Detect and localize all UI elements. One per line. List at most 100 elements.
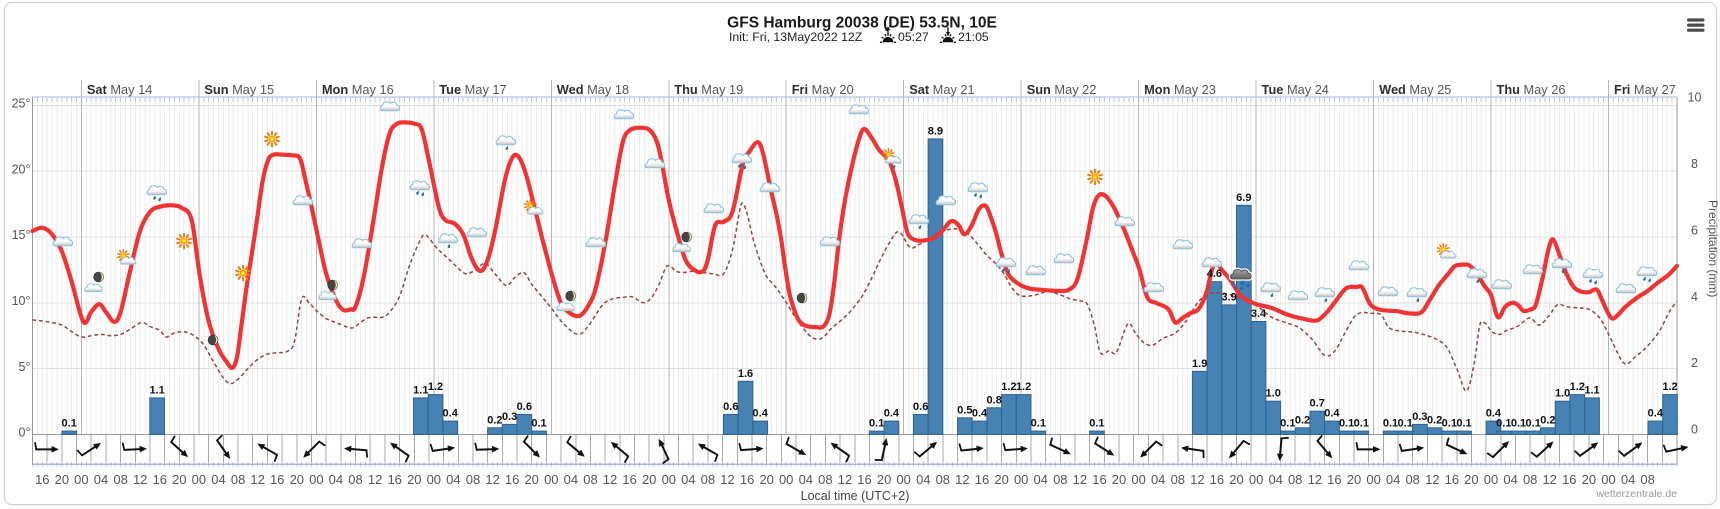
svg-text:0.4: 0.4 <box>443 408 459 420</box>
svg-text:08: 08 <box>818 472 832 487</box>
svg-text:08: 08 <box>701 472 715 487</box>
svg-text:0.8: 0.8 <box>987 394 1002 406</box>
svg-text:Sun May 22: Sun May 22 <box>1027 82 1097 97</box>
svg-text:0.5: 0.5 <box>957 404 972 416</box>
svg-text:20: 20 <box>524 472 538 487</box>
svg-text:12: 12 <box>1542 472 1556 487</box>
svg-text:1.1: 1.1 <box>1584 384 1599 396</box>
svg-text:00: 00 <box>544 472 558 487</box>
svg-text:0.6: 0.6 <box>723 401 738 413</box>
svg-text:08: 08 <box>1405 472 1419 487</box>
svg-text:16: 16 <box>505 472 519 487</box>
svg-text:0.1: 0.1 <box>869 418 884 430</box>
svg-text:20: 20 <box>877 472 891 487</box>
svg-text:1.2: 1.2 <box>428 381 443 393</box>
svg-text:0.6: 0.6 <box>517 401 532 413</box>
svg-text:0.1: 0.1 <box>1456 418 1471 430</box>
svg-text:08: 08 <box>466 472 480 487</box>
svg-text:00: 00 <box>309 472 323 487</box>
svg-text:8.9: 8.9 <box>928 125 943 137</box>
svg-text:Mon May 23: Mon May 23 <box>1144 82 1216 97</box>
svg-text:00: 00 <box>1366 472 1380 487</box>
svg-text:4: 4 <box>1691 290 1698 304</box>
svg-text:1.1: 1.1 <box>149 384 164 396</box>
svg-text:16: 16 <box>153 472 167 487</box>
svg-text:05:27: 05:27 <box>898 30 929 44</box>
svg-text:1.9: 1.9 <box>1192 358 1207 370</box>
svg-text:6.9: 6.9 <box>1236 192 1251 204</box>
svg-text:00: 00 <box>779 472 793 487</box>
svg-text:20: 20 <box>172 472 186 487</box>
svg-text:20: 20 <box>642 472 656 487</box>
svg-text:Thu May 19: Thu May 19 <box>674 82 743 97</box>
svg-text:04: 04 <box>681 472 695 487</box>
svg-text:6: 6 <box>1691 223 1698 237</box>
svg-text:0.1: 0.1 <box>62 418 77 430</box>
svg-text:12: 12 <box>1190 472 1204 487</box>
svg-text:00: 00 <box>74 472 88 487</box>
svg-text:00: 00 <box>1484 472 1498 487</box>
svg-text:0.2: 0.2 <box>487 414 502 426</box>
svg-text:04: 04 <box>329 472 343 487</box>
svg-text:04: 04 <box>1151 472 1165 487</box>
svg-text:1.2: 1.2 <box>1570 381 1585 393</box>
svg-text:04: 04 <box>1503 472 1517 487</box>
svg-text:20: 20 <box>1347 472 1361 487</box>
svg-text:00: 00 <box>1249 472 1263 487</box>
svg-text:12: 12 <box>250 472 264 487</box>
svg-text:16: 16 <box>1210 472 1224 487</box>
svg-text:Precipitation (mm): Precipitation (mm) <box>1706 200 1720 297</box>
svg-text:04: 04 <box>446 472 460 487</box>
svg-text:2: 2 <box>1691 356 1698 370</box>
svg-text:0.1: 0.1 <box>1526 418 1541 430</box>
svg-text:Local time (UTC+2): Local time (UTC+2) <box>801 489 910 503</box>
svg-text:0.1: 0.1 <box>1383 418 1398 430</box>
svg-text:00: 00 <box>1014 472 1028 487</box>
svg-text:20: 20 <box>994 472 1008 487</box>
svg-text:04: 04 <box>1386 472 1400 487</box>
svg-text:12: 12 <box>133 472 147 487</box>
svg-text:12: 12 <box>720 472 734 487</box>
svg-text:16: 16 <box>387 472 401 487</box>
svg-text:00: 00 <box>1601 472 1615 487</box>
svg-text:16: 16 <box>740 472 754 487</box>
svg-text:12: 12 <box>1425 472 1439 487</box>
svg-text:1.6: 1.6 <box>738 368 753 380</box>
svg-text:04: 04 <box>94 472 108 487</box>
svg-text:21:05: 21:05 <box>958 30 989 44</box>
svg-text:0.1: 0.1 <box>1511 418 1526 430</box>
svg-text:04: 04 <box>916 472 930 487</box>
svg-text:04: 04 <box>211 472 225 487</box>
svg-text:00: 00 <box>1131 472 1145 487</box>
svg-text:0: 0 <box>1691 423 1698 437</box>
svg-text:0.1: 0.1 <box>1280 418 1295 430</box>
svg-text:04: 04 <box>1621 472 1635 487</box>
svg-text:08: 08 <box>1640 472 1654 487</box>
svg-text:20: 20 <box>1464 472 1478 487</box>
svg-text:16: 16 <box>35 472 49 487</box>
svg-text:20: 20 <box>290 472 304 487</box>
svg-text:08: 08 <box>1171 472 1185 487</box>
svg-text:12: 12 <box>485 472 499 487</box>
svg-text:5°: 5° <box>19 360 31 374</box>
svg-text:0.1: 0.1 <box>1496 418 1511 430</box>
svg-text:0.3: 0.3 <box>502 411 517 423</box>
svg-text:20: 20 <box>1112 472 1126 487</box>
svg-text:16: 16 <box>270 472 284 487</box>
svg-text:20: 20 <box>55 472 69 487</box>
svg-text:0.1: 0.1 <box>1031 418 1046 430</box>
svg-text:25°: 25° <box>12 97 31 111</box>
svg-text:Wed May 18: Wed May 18 <box>557 82 629 97</box>
svg-text:08: 08 <box>583 472 597 487</box>
svg-text:0.6: 0.6 <box>913 401 928 413</box>
svg-text:16: 16 <box>1445 472 1459 487</box>
svg-text:0.1: 0.1 <box>531 418 546 430</box>
svg-text:1.0: 1.0 <box>1266 388 1281 400</box>
svg-text:Sat May 21: Sat May 21 <box>909 82 974 97</box>
svg-text:08: 08 <box>1053 472 1067 487</box>
svg-text:12: 12 <box>368 472 382 487</box>
svg-text:Mon May 16: Mon May 16 <box>322 82 394 97</box>
svg-text:Tue May 24: Tue May 24 <box>1262 82 1329 97</box>
svg-text:0.1: 0.1 <box>1089 418 1104 430</box>
svg-text:1.0: 1.0 <box>1555 388 1570 400</box>
